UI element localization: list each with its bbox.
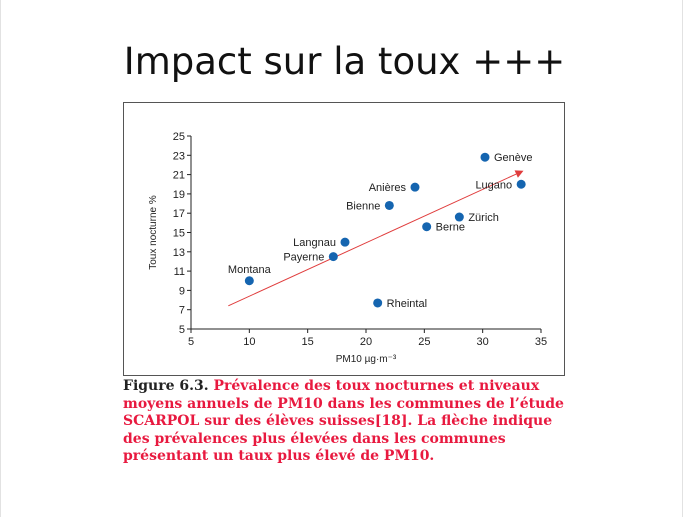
x-tick-label: 20 [360, 336, 372, 348]
x-tick-label: 15 [302, 336, 314, 348]
y-tick-label: 7 [179, 305, 185, 317]
point-label: Berne [436, 222, 465, 234]
point-label: Anières [369, 182, 407, 194]
data-point [480, 152, 490, 162]
y-tick-label: 19 [173, 189, 185, 201]
data-point [516, 179, 526, 189]
left-edge-line [0, 0, 1, 517]
figure-caption-text: Prévalence des toux nocturnes et niveaux… [123, 378, 564, 464]
point-label: Zürich [468, 212, 499, 224]
data-point [384, 200, 394, 210]
x-tick-label: 25 [418, 336, 430, 348]
x-tick-label: 30 [477, 336, 489, 348]
right-edge-line [682, 0, 683, 517]
point-label: Payerne [283, 252, 324, 264]
point-label: Bienne [346, 200, 380, 212]
data-point [373, 298, 383, 308]
scatter-chart: 5 7 9 11 13 15 17 19 21 23 25 5 10 15 20 25 30 35 PM10 µg·… [148, 131, 547, 365]
y-tick-label: 11 [174, 266, 185, 278]
data-point [244, 276, 254, 286]
y-tick-label: 5 [179, 324, 185, 336]
point-label: Montana [228, 264, 272, 276]
point-label: Lugano [475, 179, 512, 191]
data-point [422, 222, 432, 232]
point-label: Genève [494, 152, 533, 164]
trend-line [228, 173, 517, 307]
figure-caption: Figure 6.3. Prévalence des toux nocturne… [123, 378, 573, 466]
point-label: Langnau [293, 237, 336, 249]
y-tick-label: 13 [173, 247, 185, 259]
data-point [328, 252, 338, 262]
y-tick-label: 17 [173, 208, 185, 220]
y-axis-label: Toux nocturne % [148, 195, 159, 270]
y-tick-label: 23 [173, 150, 185, 162]
figure-label: Figure 6.3. [123, 378, 209, 394]
y-tick-label: 21 [173, 170, 185, 182]
data-point [410, 182, 420, 192]
y-tick-label: 9 [179, 285, 185, 297]
data-point [340, 237, 350, 247]
data-point [454, 212, 464, 222]
trend-arrowhead [514, 170, 524, 178]
slide-title: Impact sur la toux +++ [123, 40, 566, 83]
x-tick-label: 35 [535, 336, 547, 348]
x-tick-label: 5 [188, 336, 194, 348]
figure-frame: 5 7 9 11 13 15 17 19 21 23 25 5 10 15 20 25 30 35 PM10 µg·… [123, 102, 565, 376]
y-tick-label: 15 [173, 228, 185, 240]
x-axis-label: PM10 µg·m⁻³ [336, 354, 397, 365]
x-tick-label: 10 [243, 336, 255, 348]
y-tick-label: 25 [173, 131, 185, 143]
point-label: Rheintal [387, 298, 427, 310]
